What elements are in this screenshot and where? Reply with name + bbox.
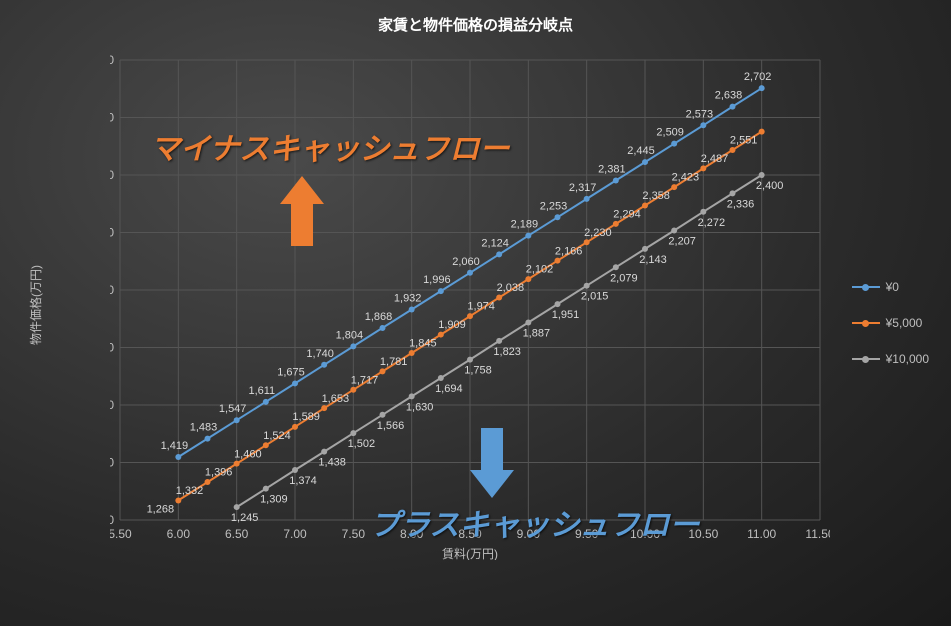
legend-label: ¥0	[886, 280, 899, 294]
arrow-down-icon	[470, 428, 514, 498]
svg-text:2,509: 2,509	[656, 127, 684, 139]
svg-text:2,294: 2,294	[613, 208, 641, 220]
legend-swatch-icon	[852, 318, 880, 328]
svg-text:2,381: 2,381	[598, 163, 626, 175]
legend-item-1: ¥5,000	[852, 316, 929, 330]
legend-swatch-icon	[852, 282, 880, 292]
legend-item-2: ¥10,000	[852, 352, 929, 366]
svg-text:1,483: 1,483	[190, 422, 218, 434]
svg-text:6.50: 6.50	[225, 527, 249, 541]
svg-text:2,038: 2,038	[497, 282, 525, 294]
svg-text:2,200: 2,200	[110, 226, 114, 240]
svg-text:1,996: 1,996	[423, 274, 451, 286]
y-tick-labels: 1,200 1,400 1,600 1,800 2,000 2,200 2,400 2,600…	[110, 53, 114, 527]
svg-text:1,932: 1,932	[394, 293, 422, 305]
svg-text:1,653: 1,653	[322, 393, 350, 405]
svg-text:1,845: 1,845	[409, 338, 437, 350]
svg-text:2,445: 2,445	[627, 145, 655, 157]
legend: ¥0 ¥5,000 ¥10,000	[852, 280, 929, 388]
svg-text:2,400: 2,400	[110, 168, 114, 182]
svg-text:1,909: 1,909	[438, 319, 466, 331]
svg-text:1,200: 1,200	[110, 513, 114, 527]
svg-text:1,589: 1,589	[292, 411, 320, 423]
svg-text:1,566: 1,566	[377, 420, 405, 432]
svg-text:2,702: 2,702	[744, 71, 772, 83]
svg-text:1,309: 1,309	[260, 494, 288, 506]
svg-text:2,230: 2,230	[584, 227, 612, 239]
svg-text:1,374: 1,374	[289, 475, 317, 487]
svg-text:2,272: 2,272	[698, 217, 726, 229]
svg-text:11.00: 11.00	[747, 527, 776, 541]
svg-text:2,638: 2,638	[715, 90, 743, 102]
svg-text:1,268: 1,268	[147, 503, 175, 515]
svg-text:2,079: 2,079	[610, 272, 638, 284]
svg-text:1,758: 1,758	[464, 365, 492, 377]
svg-text:2,317: 2,317	[569, 182, 597, 194]
svg-text:1,675: 1,675	[277, 366, 305, 378]
svg-text:2,207: 2,207	[668, 235, 696, 247]
svg-text:7.50: 7.50	[342, 527, 366, 541]
svg-text:1,694: 1,694	[435, 383, 463, 395]
svg-text:2,336: 2,336	[727, 198, 755, 210]
svg-text:1,245: 1,245	[231, 512, 259, 524]
svg-text:1,400: 1,400	[110, 456, 114, 470]
svg-text:1,717: 1,717	[351, 374, 379, 386]
svg-text:2,060: 2,060	[452, 256, 480, 268]
svg-text:2,423: 2,423	[672, 171, 700, 183]
legend-label: ¥10,000	[886, 352, 929, 366]
svg-text:2,143: 2,143	[639, 254, 667, 266]
svg-text:1,502: 1,502	[348, 438, 376, 450]
svg-text:1,781: 1,781	[380, 356, 408, 368]
svg-text:2,573: 2,573	[686, 108, 714, 120]
annotation-negative-cf: マイナスキャッシュフロー	[150, 124, 509, 168]
svg-text:5.50: 5.50	[110, 527, 132, 541]
svg-text:7.00: 7.00	[283, 527, 307, 541]
legend-swatch-icon	[852, 354, 880, 364]
svg-text:1,974: 1,974	[467, 300, 495, 312]
svg-text:2,551: 2,551	[730, 135, 758, 147]
x-axis-title: 賃料(万円)	[442, 546, 498, 560]
svg-text:2,015: 2,015	[581, 291, 609, 303]
legend-label: ¥5,000	[886, 316, 923, 330]
svg-text:1,740: 1,740	[306, 348, 334, 360]
svg-text:1,438: 1,438	[318, 457, 346, 469]
svg-text:1,419: 1,419	[161, 440, 189, 452]
svg-text:2,400: 2,400	[756, 180, 784, 192]
arrow-up-icon	[280, 176, 324, 246]
svg-text:2,253: 2,253	[540, 200, 568, 212]
svg-text:2,189: 2,189	[511, 219, 539, 231]
svg-text:2,000: 2,000	[110, 283, 114, 297]
svg-text:1,887: 1,887	[523, 327, 551, 339]
svg-text:1,460: 1,460	[234, 448, 262, 460]
svg-text:2,166: 2,166	[555, 245, 583, 257]
svg-text:2,102: 2,102	[526, 264, 554, 276]
chart: 家賃と物件価格の損益分岐点 5.506.006.507.007.508.008.…	[0, 0, 951, 626]
svg-text:1,524: 1,524	[263, 430, 291, 442]
svg-text:1,951: 1,951	[552, 309, 580, 321]
chart-title: 家賃と物件価格の損益分岐点	[0, 14, 951, 35]
svg-text:1,600: 1,600	[110, 398, 114, 412]
y-axis-title: 物件価格(万円)	[28, 265, 43, 345]
svg-text:11.50: 11.50	[805, 527, 830, 541]
svg-text:2,600: 2,600	[110, 111, 114, 125]
svg-text:6.00: 6.00	[167, 527, 191, 541]
svg-text:1,611: 1,611	[248, 385, 275, 397]
svg-text:1,630: 1,630	[406, 401, 434, 413]
annotation-positive-cf: プラスキャッシュフロー	[370, 500, 699, 544]
svg-text:2,124: 2,124	[481, 237, 509, 249]
svg-text:1,868: 1,868	[365, 311, 393, 323]
svg-text:1,804: 1,804	[336, 329, 364, 341]
svg-text:2,358: 2,358	[642, 190, 670, 202]
svg-text:1,332: 1,332	[176, 485, 204, 497]
svg-text:1,396: 1,396	[205, 467, 233, 479]
svg-text:2,800: 2,800	[110, 53, 114, 67]
svg-text:1,547: 1,547	[219, 403, 247, 415]
legend-item-0: ¥0	[852, 280, 929, 294]
svg-text:1,800: 1,800	[110, 341, 114, 355]
svg-text:1,823: 1,823	[493, 346, 521, 358]
svg-text:2,487: 2,487	[701, 153, 729, 165]
y-axis-title-wrap: 物件価格(万円)	[20, 50, 60, 560]
